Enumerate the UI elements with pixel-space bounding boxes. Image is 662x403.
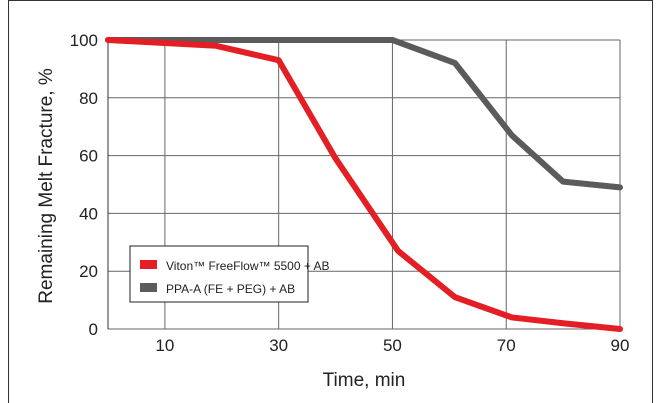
- series-0-point-3: [333, 156, 338, 161]
- series-1-point-8: [618, 185, 623, 190]
- series-1-point-7: [561, 179, 566, 184]
- series-0-point-7: [561, 321, 566, 326]
- y-tick-label-3: 60: [79, 147, 98, 166]
- legend-swatch-0: [140, 260, 157, 269]
- series-0-point-6: [509, 315, 514, 320]
- y-axis-title: Remaining Melt Fracture, %: [36, 68, 57, 304]
- series-1-point-4: [390, 38, 395, 43]
- series-line-1: [108, 40, 620, 187]
- y-tick-label-5: 100: [70, 31, 98, 50]
- y-tick-label-4: 80: [79, 89, 98, 108]
- legend-swatch-1: [140, 283, 157, 292]
- y-tick-label-0: 0: [89, 320, 98, 339]
- series-1-point-3: [333, 38, 338, 43]
- y-tick-label-1: 20: [79, 262, 98, 281]
- x-tick-label-0: 10: [155, 336, 174, 355]
- legend-label-0: Viton™ FreeFlow™ 5500 + AB: [166, 259, 330, 273]
- series-1-point-2: [276, 38, 281, 43]
- series-0-point-4: [396, 248, 401, 253]
- series-1-point-6: [509, 133, 514, 138]
- y-axis-ticks: 0 20 40 60 80 100: [70, 31, 98, 339]
- series-0-point-0: [106, 38, 111, 43]
- y-tick-label-2: 40: [79, 204, 98, 223]
- x-tick-label-4: 90: [611, 336, 630, 355]
- legend: Viton™ FreeFlow™ 5500 + AB PPA-A (FE + P…: [130, 246, 330, 302]
- legend-label-1: PPA-A (FE + PEG) + AB: [166, 282, 295, 296]
- x-tick-label-3: 70: [497, 336, 516, 355]
- series-0-point-1: [214, 43, 219, 48]
- series-1-point-5: [453, 61, 458, 66]
- x-axis-title: Time, min: [323, 370, 406, 391]
- x-tick-label-2: 50: [383, 336, 402, 355]
- series-0-point-8: [618, 327, 623, 332]
- x-tick-label-1: 30: [269, 336, 288, 355]
- x-axis-ticks: 10 30 50 70 90: [155, 336, 629, 355]
- series-0-point-2: [276, 58, 281, 63]
- series-0-point-5: [453, 295, 458, 300]
- series-1-point-1: [214, 38, 219, 43]
